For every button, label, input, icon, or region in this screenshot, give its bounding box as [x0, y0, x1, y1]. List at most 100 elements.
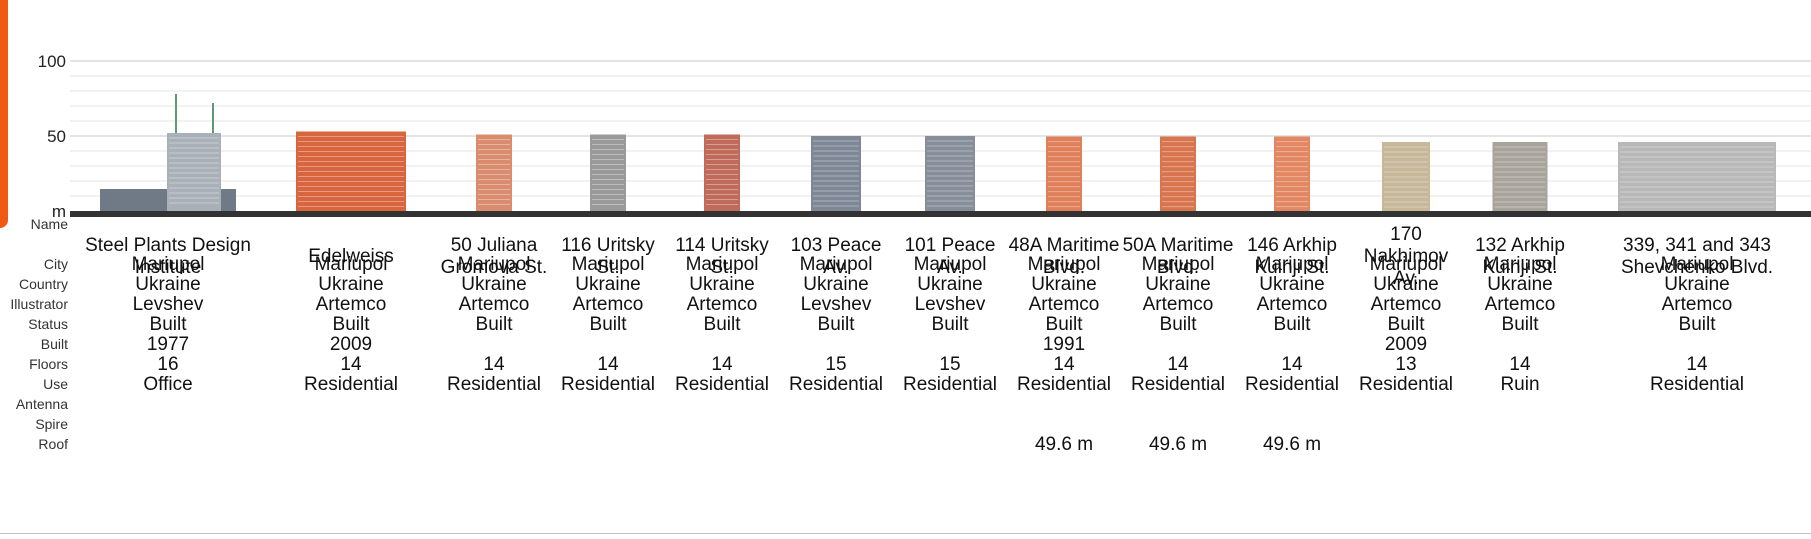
cell-status: Built — [149, 314, 187, 335]
cell-use: Residential — [1017, 374, 1111, 395]
building-name[interactable]: 170 Nakhimov Av. — [1363, 224, 1449, 289]
building-tower — [167, 133, 221, 211]
cell-floors: 14 — [1509, 354, 1531, 375]
building-column: 50 Juliana Gromova St. Mariupol Ukraine Art… — [438, 233, 550, 533]
building-name[interactable]: Edelweiss — [308, 246, 394, 267]
cell-country: Ukraine — [318, 274, 384, 295]
cell-illustrator: Artemco — [1142, 294, 1214, 315]
building-name[interactable]: 101 Peace Av. — [904, 235, 996, 278]
cell-city: Mariupol — [913, 254, 987, 275]
cell-roof: 49.6 m — [1034, 434, 1094, 455]
cell-status: Built — [703, 314, 741, 335]
building-name[interactable]: 132 Arkhip Kuinji St. — [1475, 235, 1565, 278]
building-body — [1274, 136, 1310, 211]
cell-floors: 14 — [483, 354, 505, 375]
cell-country: Ukraine — [461, 274, 527, 295]
building-name[interactable]: Steel Plants Design Institute — [85, 235, 251, 278]
cell-use: Residential — [1359, 374, 1453, 395]
cell-illustrator: Artemco — [1028, 294, 1100, 315]
row-label-name: Name — [30, 216, 68, 232]
cell-floors: 13 — [1395, 354, 1417, 375]
cell-use: Residential — [1245, 374, 1339, 395]
building-column: 116 Uritsky St. Mariupol Ukraine Artemco Bui… — [552, 233, 664, 533]
cell-floors: 15 — [825, 354, 847, 375]
row-label-status: Status — [28, 316, 68, 332]
cell-status: Built — [1387, 314, 1425, 335]
cell-illustrator: Artemco — [1370, 294, 1442, 315]
cell-floors: 14 — [1053, 354, 1075, 375]
cell-floors: 14 — [1281, 354, 1303, 375]
ground-line — [70, 211, 1811, 217]
cell-illustrator: Artemco — [1256, 294, 1328, 315]
cell-built: 1991 — [1042, 334, 1086, 355]
row-label-country: Country — [18, 276, 68, 292]
cell-built: 1977 — [146, 334, 190, 355]
cell-floors: 14 — [711, 354, 733, 375]
building-body — [1046, 136, 1082, 211]
accent-bar — [0, 0, 8, 228]
cell-built: 2009 — [329, 334, 373, 355]
cell-floors: 14 — [340, 354, 362, 375]
cell-country: Ukraine — [1373, 274, 1439, 295]
cell-illustrator: Artemco — [1661, 294, 1733, 315]
cell-country: Ukraine — [917, 274, 983, 295]
cell-country: Ukraine — [1031, 274, 1097, 295]
cell-status: Built — [1501, 314, 1539, 335]
building-column: 101 Peace Av. Mariupol Ukraine Levshev Built… — [894, 233, 1006, 533]
building-column: 170 Nakhimov Av. Mariupol Ukraine Artemco Bu… — [1350, 224, 1462, 533]
building-column: 103 Peace Av. Mariupol Ukraine Levshev Built… — [780, 233, 892, 533]
cell-roof: 49.6 m — [1262, 434, 1322, 455]
cell-city: Mariupol — [1483, 254, 1557, 275]
cell-city: Mariupol — [799, 254, 873, 275]
building-body — [925, 136, 975, 211]
cell-country: Ukraine — [1664, 274, 1730, 295]
cell-illustrator: Artemco — [572, 294, 644, 315]
building-bar — [296, 131, 406, 211]
bottom-divider — [0, 533, 1811, 534]
building-name[interactable]: 114 Uritsky St. — [675, 235, 769, 278]
cell-illustrator: Artemco — [1484, 294, 1556, 315]
building-body — [704, 134, 740, 211]
cell-status: Built — [589, 314, 627, 335]
cell-status: Built — [817, 314, 855, 335]
cell-floors: 15 — [939, 354, 961, 375]
building-body — [1492, 142, 1548, 211]
row-label-antenna: Antenna — [15, 396, 68, 412]
building-bar — [811, 136, 861, 211]
building-bar — [476, 134, 512, 211]
y-tick-label: m — [52, 202, 66, 221]
building-column: Edelweiss Mariupol Ukraine Artemco Built 2009… — [266, 233, 436, 533]
cell-illustrator: Levshev — [800, 294, 872, 315]
cell-status: Built — [475, 314, 513, 335]
building-body — [1382, 142, 1430, 211]
building-name[interactable]: 339, 341 and 343 Shevchenko Blvd. — [1620, 235, 1774, 278]
cell-illustrator: Artemco — [315, 294, 387, 315]
building-name[interactable]: 50 Juliana Gromova St. — [440, 235, 548, 278]
cell-country: Ukraine — [1259, 274, 1325, 295]
row-label-floors: Floors — [29, 356, 68, 372]
building-column: 48A Maritime Blvd. Mariupol Ukraine Artemco… — [1008, 233, 1120, 533]
cell-city: Mariupol — [131, 254, 205, 275]
building-name[interactable]: 146 Arkhip Kuinji St. — [1247, 235, 1337, 278]
cell-floors: 14 — [1167, 354, 1189, 375]
building-name[interactable]: 103 Peace Av. — [790, 235, 882, 278]
building-name[interactable]: 116 Uritsky St. — [561, 235, 655, 278]
y-tick-label: 100 — [38, 52, 66, 71]
cell-country: Ukraine — [575, 274, 641, 295]
cell-country: Ukraine — [1145, 274, 1211, 295]
building-bar — [704, 134, 740, 211]
building-bar — [1274, 136, 1310, 211]
cell-city: Mariupol — [685, 254, 759, 275]
cell-use: Residential — [1650, 374, 1744, 395]
cell-city: Mariupol — [457, 254, 531, 275]
building-name[interactable]: 50A Maritime Blvd. — [1122, 235, 1234, 278]
building-bar — [1618, 142, 1776, 211]
cell-use: Residential — [447, 374, 541, 395]
building-bar — [1160, 136, 1196, 211]
cell-country: Ukraine — [689, 274, 755, 295]
building-name[interactable]: 48A Maritime Blvd. — [1008, 235, 1120, 278]
cell-illustrator: Levshev — [914, 294, 986, 315]
cell-city: Mariupol — [1369, 254, 1443, 275]
y-tick-label: 50 — [47, 127, 66, 146]
cell-status: Built — [332, 314, 370, 335]
